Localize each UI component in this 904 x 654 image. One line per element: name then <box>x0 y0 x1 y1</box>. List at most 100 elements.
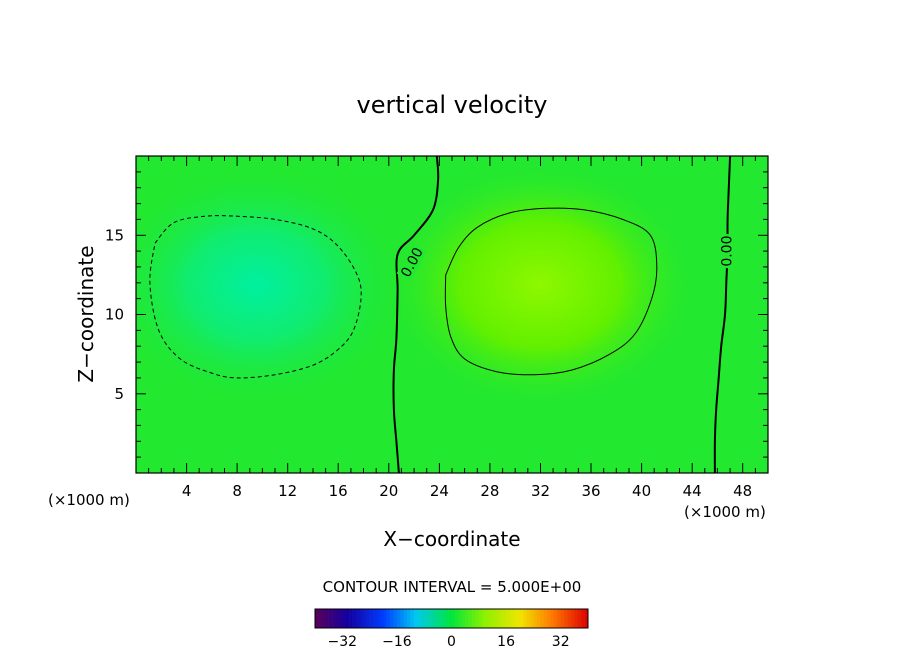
y-tick-label: 15 <box>105 226 124 244</box>
colorbar-tick-label: −16 <box>382 634 412 650</box>
colorbar-tick-label: 0 <box>447 634 456 650</box>
colorbar-cell <box>471 609 476 628</box>
colorbar-cell <box>390 609 394 628</box>
x-tick-label: 12 <box>278 482 297 500</box>
colorbar-cell <box>369 609 374 628</box>
colorbar-cell <box>482 609 486 628</box>
colorbar-cell <box>495 609 500 628</box>
colorbar-cell <box>424 609 428 628</box>
colorbar-cell <box>393 609 398 628</box>
x-tick-label: 8 <box>232 482 242 500</box>
colorbar-cell <box>407 609 411 628</box>
colorbar-cell <box>512 609 517 628</box>
colorbar-cell <box>461 609 466 628</box>
x-tick-label: 4 <box>182 482 192 500</box>
colorbar-cell <box>315 609 319 628</box>
x-axis-label: X−coordinate <box>383 527 520 551</box>
colorbar-cell <box>359 609 364 628</box>
colorbar-cell <box>468 609 473 628</box>
updraft-shading <box>380 160 700 410</box>
colorbar-cell <box>403 609 408 628</box>
colorbar-cell <box>332 609 336 628</box>
colorbar-frame <box>314 608 589 629</box>
colorbar-cell <box>434 609 439 628</box>
x-tick-label: 20 <box>379 482 398 500</box>
colorbar-cell <box>437 609 442 628</box>
colorbar-cell <box>355 609 360 628</box>
colorbar-cell <box>454 609 459 628</box>
contour-label: 0.00 <box>719 236 735 267</box>
colorbar-cell <box>543 609 548 628</box>
colorbar-cell <box>431 609 435 628</box>
x-tick-label: 24 <box>430 482 449 500</box>
colorbar-cell <box>519 609 524 628</box>
colorbar-cell <box>444 609 449 628</box>
colorbar-cell <box>509 609 514 628</box>
chart-title: vertical velocity <box>357 91 548 119</box>
colorbar-cell <box>342 609 347 628</box>
colorbar-cell <box>499 609 503 628</box>
contour-lines <box>149 156 732 473</box>
x-tick-label: 16 <box>329 482 348 500</box>
heatmap-field <box>136 156 768 473</box>
colorbar-cell <box>581 609 585 628</box>
colorbar-cell <box>560 609 565 628</box>
colorbar-cell <box>536 609 541 628</box>
colorbar-cell <box>478 609 483 628</box>
colorbar-cell <box>386 609 391 628</box>
colorbar-cell <box>451 609 456 628</box>
colorbar-cell <box>373 609 377 628</box>
contour-label-knockout <box>396 243 427 281</box>
colorbar-cell <box>325 609 329 628</box>
colorbar-cell <box>540 609 544 628</box>
colorbar-cell <box>362 609 367 628</box>
colorbar-cell <box>485 609 490 628</box>
colorbar-cell <box>321 609 326 628</box>
colorbar-cell <box>417 609 422 628</box>
colorbar-cell <box>379 609 384 628</box>
downdraft-shading <box>136 165 406 405</box>
colorbar-cell <box>335 609 340 628</box>
colorbar-cell <box>475 609 480 628</box>
y-tick-labels: 5 10 15 <box>105 226 124 402</box>
colorbar-cell <box>400 609 405 628</box>
colorbar-cell <box>376 609 381 628</box>
colorbar-cell <box>410 609 415 628</box>
x-tick-labels: 4 8 12 16 20 24 28 32 36 40 44 48 <box>182 482 752 500</box>
axis-ticks <box>136 156 768 473</box>
x-tick-label: 48 <box>733 482 752 500</box>
colorbar-cell <box>489 609 493 628</box>
colorbar-cell <box>570 609 575 628</box>
colorbar-cell <box>465 609 469 628</box>
colorbar-cell <box>506 609 510 628</box>
colorbar-cell <box>413 609 418 628</box>
colorbar-cell <box>318 609 323 628</box>
colorbar-cell <box>516 609 521 628</box>
colorbar-tick-label: −32 <box>328 634 358 650</box>
negative-contour <box>149 215 362 379</box>
colorbar-tick-label: 32 <box>552 634 570 650</box>
colorbar-cell <box>349 609 353 628</box>
zero-contour <box>392 156 440 473</box>
colorbar-cell <box>458 609 463 628</box>
colorbar-cell <box>328 609 333 628</box>
colorbar-cell <box>492 609 497 628</box>
x-tick-label: 40 <box>632 482 651 500</box>
zero-contour <box>713 156 732 473</box>
x-tick-label: 36 <box>581 482 600 500</box>
colorbar-cell <box>366 609 370 628</box>
contour-label-group: 0.00 <box>718 234 735 269</box>
colorbar-cell <box>420 609 425 628</box>
colorbar-cell <box>529 609 534 628</box>
y-tick-label: 10 <box>105 306 124 324</box>
x-unit-left: (×1000 m) <box>48 491 130 509</box>
contour-label-knockout <box>718 234 735 269</box>
colorbar-cell <box>567 609 572 628</box>
colorbar-cell <box>352 609 357 628</box>
colorbar-cell <box>547 609 551 628</box>
colorbar-cell <box>584 609 589 628</box>
colorbar-cell <box>523 609 527 628</box>
colorbar-cell <box>448 609 452 628</box>
colorbar-cell <box>553 609 558 628</box>
